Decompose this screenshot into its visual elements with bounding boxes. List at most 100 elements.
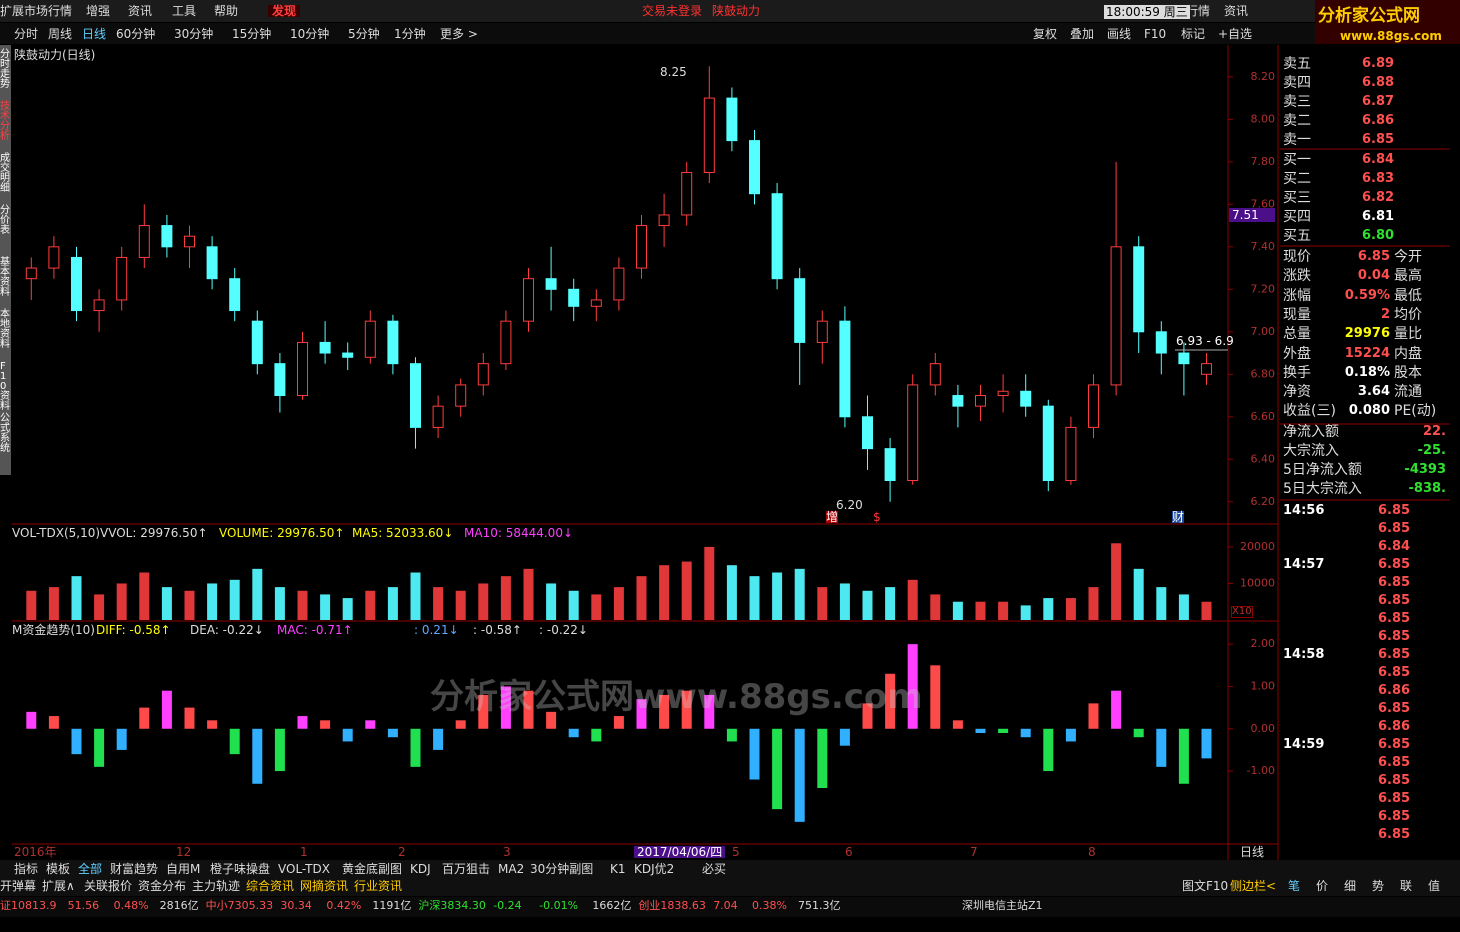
button[interactable]: 行情 xyxy=(1186,4,1211,18)
indicator-tab[interactable]: 百万狙击 xyxy=(442,862,491,876)
indicator-legend: VOLUME: 29976.50↑ xyxy=(219,526,345,540)
period-tab[interactable]: 60分钟 xyxy=(116,27,156,41)
tick-price: 6.85 xyxy=(1378,593,1411,608)
menu-item[interactable]: 帮助 xyxy=(214,4,239,18)
tool-button[interactable]: 画线 xyxy=(1107,27,1132,41)
period-tab[interactable]: 日线 xyxy=(82,27,107,41)
indicator-tab[interactable]: 橙子味操盘 xyxy=(210,862,271,876)
bottom-tool[interactable]: 行业资讯 xyxy=(354,879,403,893)
bottom-tool[interactable]: 网摘资讯 xyxy=(300,879,349,893)
indicator-tab[interactable]: 30分钟副图 xyxy=(530,862,594,876)
y-tick-label: 7.80 xyxy=(1251,155,1276,168)
period-tab[interactable]: 15分钟 xyxy=(232,27,272,41)
y-tick-label: 0.00 xyxy=(1251,722,1276,735)
candle-body xyxy=(1133,246,1145,333)
volume-bar xyxy=(410,572,421,620)
panel-tab[interactable]: 细 xyxy=(1344,879,1357,893)
indicator-tab[interactable]: 自用M xyxy=(166,862,201,876)
stat-value: 15224 xyxy=(1344,345,1390,361)
panel-tab[interactable]: 笔 xyxy=(1288,879,1301,893)
side-tab[interactable]: 公式系统 xyxy=(0,413,10,454)
tick-price: 6.86 xyxy=(1378,683,1411,698)
ask-label: 卖五 xyxy=(1283,56,1311,72)
ask-price: 6.87 xyxy=(1362,94,1395,109)
indicator-tab[interactable]: 财富趋势 xyxy=(110,862,159,876)
indicator-tab[interactable]: 黄金底副图 xyxy=(342,862,403,876)
period-tab[interactable]: 分时 xyxy=(14,27,39,41)
side-tab[interactable]: 技术分析 xyxy=(0,101,10,142)
bottom-tool[interactable]: 侧边栏< xyxy=(1230,879,1277,893)
indicator-tab[interactable]: 指标 xyxy=(14,862,39,876)
tool-button[interactable]: F10 xyxy=(1144,27,1167,41)
bottom-tool[interactable]: 开弹幕 xyxy=(0,879,37,893)
side-tab[interactable]: 成交明细 xyxy=(0,153,10,194)
menu-item[interactable]: 增强 xyxy=(86,4,111,18)
bid-label: 买二 xyxy=(1283,171,1311,187)
candle-body xyxy=(229,278,241,312)
tool-button[interactable]: 叠加 xyxy=(1070,27,1095,41)
volume-bar xyxy=(48,587,59,620)
tool-button[interactable]: +自选 xyxy=(1218,27,1253,41)
bottom-tool[interactable]: 主力轨迹 xyxy=(192,879,241,893)
y-tick-label: 7.40 xyxy=(1251,240,1276,253)
side-tab[interactable]: 分时走势 xyxy=(0,49,10,90)
indicator-tab[interactable]: MA2 xyxy=(498,862,525,876)
side-tab[interactable]: 分价表 xyxy=(0,205,10,236)
menu-item[interactable]: 工具 xyxy=(172,4,197,18)
y-tick-label: -1.00 xyxy=(1247,764,1275,777)
side-tab[interactable]: 本地资料 xyxy=(0,309,10,350)
bottom-tool[interactable]: 扩展∧ xyxy=(42,879,75,893)
indicator-tab[interactable]: 必买 xyxy=(702,862,727,876)
status-item: 沪深3834.30 xyxy=(418,899,486,912)
y-tick-label: 8.20 xyxy=(1251,70,1276,83)
candle-body xyxy=(1020,390,1032,407)
period-tab[interactable]: 30分钟 xyxy=(174,27,214,41)
indicator-tab[interactable]: KDJ优2 xyxy=(634,862,675,876)
stat-value: 2 xyxy=(1380,306,1390,322)
indicator-title: VOL-TDX(5,10) xyxy=(12,526,101,540)
period-tab[interactable]: 更多 > xyxy=(440,27,478,41)
status-item: 0.38% xyxy=(752,899,787,912)
macd-bar xyxy=(613,716,624,729)
bottom-tool[interactable]: 关联报价 xyxy=(84,879,133,893)
indicator-tab[interactable]: KDJ xyxy=(410,862,431,876)
period-tab[interactable]: 周线 xyxy=(48,27,73,41)
panel-tab[interactable]: 价 xyxy=(1316,879,1329,893)
macd-bar xyxy=(546,711,557,729)
y-tick-label: 6.20 xyxy=(1251,495,1276,508)
volume-bar xyxy=(116,583,127,620)
panel-tab[interactable]: 值 xyxy=(1428,879,1441,893)
candle-body xyxy=(884,448,896,482)
volume-bar xyxy=(365,590,376,620)
indicator-tab[interactable]: 全部 xyxy=(78,862,103,876)
bottom-tool[interactable]: 图文F10 xyxy=(1182,879,1229,893)
period-tab[interactable]: 1分钟 xyxy=(394,27,426,41)
bottom-tool[interactable]: 综合资讯 xyxy=(246,879,295,893)
tool-button[interactable]: 标记 xyxy=(1181,27,1206,41)
button[interactable]: 资讯 xyxy=(1224,4,1249,18)
stat-label: 收益(三) xyxy=(1283,403,1336,420)
indicator-tab[interactable]: K1 xyxy=(610,862,626,876)
side-tab[interactable]: F10资料 xyxy=(0,361,10,412)
panel-tab[interactable]: 联 xyxy=(1400,879,1413,893)
period-tab[interactable]: 10分钟 xyxy=(290,27,330,41)
volume-bar xyxy=(1133,568,1144,620)
menu-item[interactable]: 发现 xyxy=(268,5,301,17)
macd-bar xyxy=(1156,728,1167,767)
bottom-tool[interactable]: 资金分布 xyxy=(138,879,187,893)
tick-price: 6.85 xyxy=(1378,773,1411,788)
stat-label: 股本 xyxy=(1394,364,1422,381)
menu-item[interactable]: 资讯 xyxy=(128,4,153,18)
macd-bar xyxy=(636,699,647,729)
flow-label: 净流入额 xyxy=(1283,424,1339,440)
tick-price: 6.85 xyxy=(1378,521,1411,536)
volume-bar xyxy=(817,587,828,620)
indicator-tab[interactable]: 模板 xyxy=(46,862,71,876)
menu-item[interactable]: 扩展市场行情 xyxy=(0,4,73,18)
side-tab[interactable]: 基本资料 xyxy=(0,257,10,298)
indicator-tab[interactable]: VOL-TDX xyxy=(278,862,330,876)
tool-button[interactable]: 复权 xyxy=(1033,27,1058,41)
panel-tab[interactable]: 势 xyxy=(1372,879,1385,893)
period-tab[interactable]: 5分钟 xyxy=(348,27,380,41)
tick-price: 6.85 xyxy=(1378,629,1411,644)
